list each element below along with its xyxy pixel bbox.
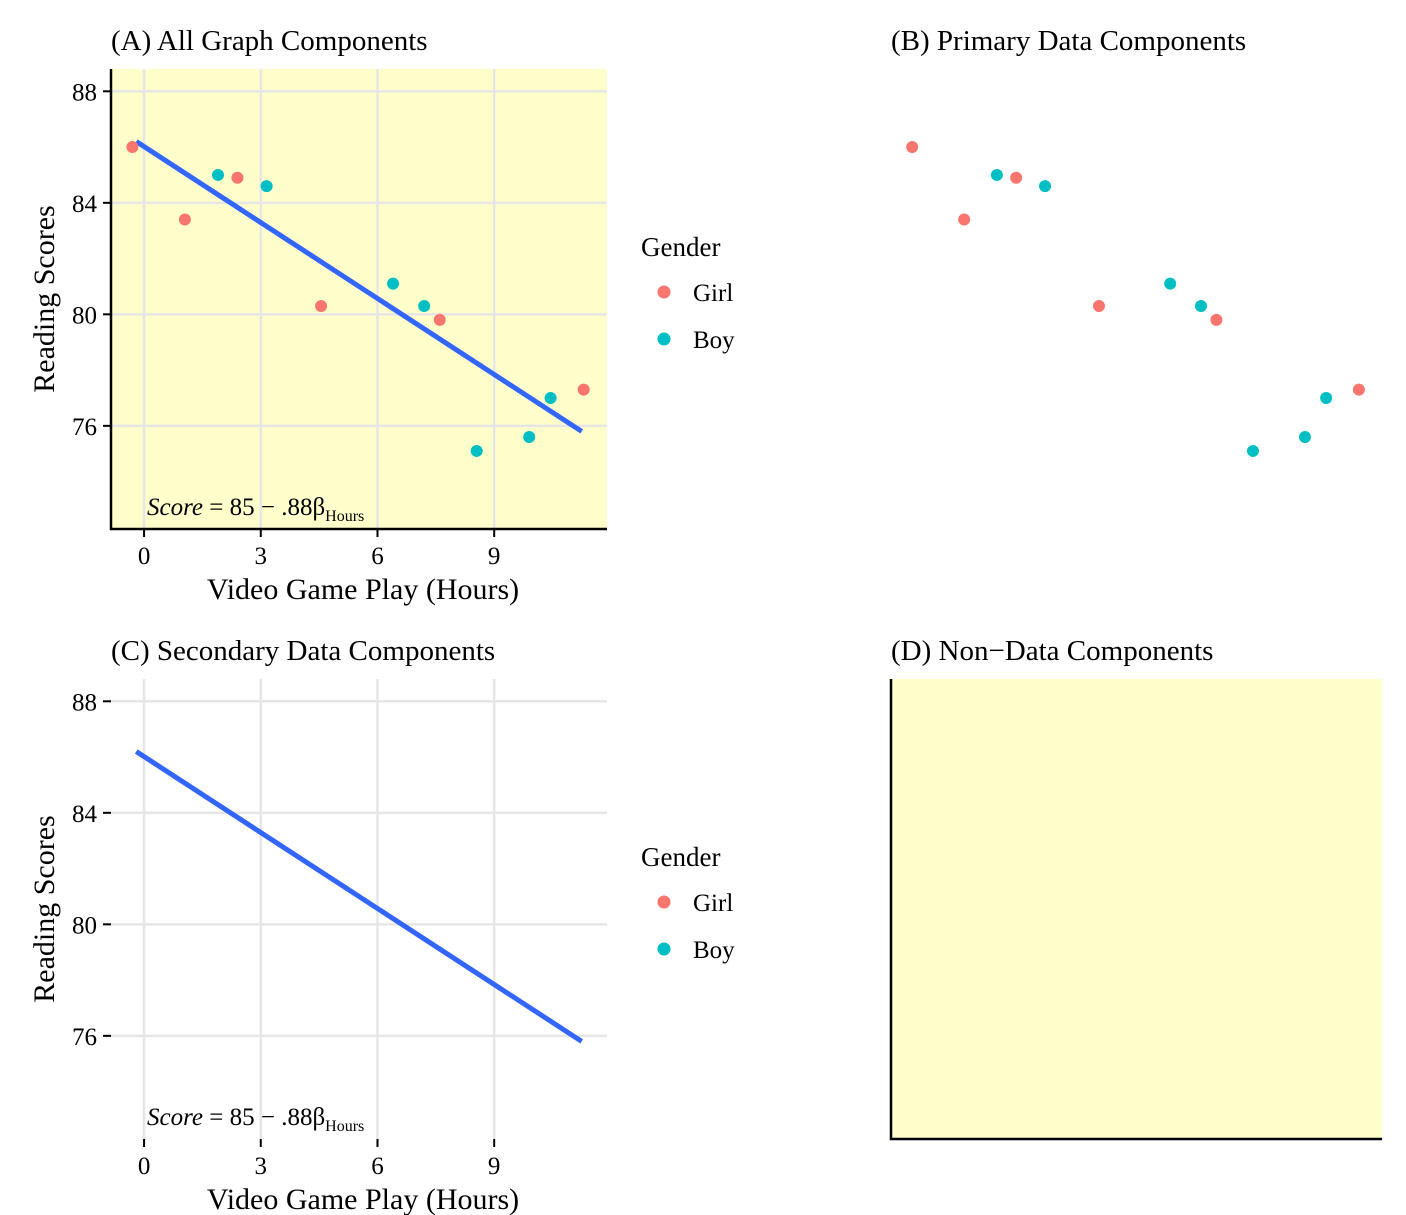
data-point-boy (387, 277, 400, 290)
data-point-girl (958, 213, 971, 226)
data-point-girl (1210, 313, 1223, 326)
x-axis-title: Video Game Play (Hours) (207, 1183, 519, 1215)
y-tick-label: 88 (72, 689, 97, 716)
legend-title: Gender (641, 842, 720, 872)
panel-title: (A) All Graph Components (111, 25, 428, 57)
data-point-girl (906, 141, 919, 154)
data-point-boy (1195, 299, 1208, 312)
equation-rhs: = 85 − .88β (203, 494, 325, 521)
panel-title: (D) Non−Data Components (891, 635, 1213, 667)
y-tick-label: 76 (72, 414, 97, 441)
data-point-girl (126, 141, 139, 154)
equation-annotation: Score = 85 − .88βHours (147, 494, 364, 525)
panel-background (891, 679, 1382, 1139)
panel-background (111, 69, 607, 529)
panel-a: (A) All Graph Components 76 80 84 88 0 3 6 9 Vide… (28, 25, 735, 606)
equation-lhs: Score (147, 494, 203, 521)
data-point-girl (577, 383, 590, 396)
regression-line (134, 749, 584, 1044)
equation-annotation: Score = 85 − .88βHours (147, 1104, 364, 1135)
y-axis-title: Reading Scores (28, 815, 61, 1002)
data-point-boy (1246, 444, 1259, 457)
equation-subscript: Hours (325, 1118, 364, 1135)
legend-label-girl: Girl (693, 890, 733, 917)
x-tick-label: 0 (138, 1153, 151, 1180)
legend-key-girl (657, 895, 671, 909)
y-axis-title: Reading Scores (28, 205, 61, 392)
x-tick-label: 9 (488, 1153, 501, 1180)
y-tick-label: 76 (72, 1024, 97, 1051)
y-tick-label: 88 (72, 79, 97, 106)
data-point-boy (990, 168, 1003, 181)
data-point-boy (1039, 180, 1052, 193)
data-point-boy (418, 299, 431, 312)
data-point-boy (1298, 431, 1311, 443)
data-point-boy (544, 391, 557, 404)
data-point-boy (1164, 277, 1177, 290)
legend-label-boy: Boy (693, 327, 735, 354)
panel-d: (D) Non−Data Components (889, 635, 1382, 1141)
data-point-girl (315, 299, 328, 312)
panel-title: (C) Secondary Data Components (111, 635, 495, 667)
legend: Gender Girl Boy (641, 842, 735, 964)
x-tick-label: 0 (138, 543, 151, 570)
y-tick-label: 80 (72, 912, 97, 939)
y-tick-label: 84 (72, 191, 98, 218)
panel-c: (C) Secondary Data Components 76 80 84 88 0 3 6… (28, 635, 735, 1215)
legend-label-boy: Boy (693, 937, 735, 964)
panel-b: (B) Primary Data Components (891, 25, 1365, 457)
data-point-boy (260, 180, 273, 193)
data-point-boy (211, 168, 224, 181)
data-point-boy (470, 444, 483, 457)
equation-rhs: = 85 − .88β (203, 1104, 325, 1131)
legend-key-boy (657, 942, 671, 956)
legend-key-boy (657, 332, 671, 346)
x-tick-label: 6 (371, 1153, 384, 1180)
data-point-boy (523, 431, 536, 443)
data-point-girl (178, 213, 191, 226)
legend-label-girl: Girl (693, 280, 733, 307)
x-tick-label: 3 (255, 543, 268, 570)
panel-title: (B) Primary Data Components (891, 25, 1246, 57)
legend-title: Gender (641, 232, 720, 262)
data-point-girl (231, 171, 244, 184)
y-tick-label: 84 (72, 801, 98, 828)
data-point-girl (1010, 171, 1023, 184)
y-tick-label: 80 (72, 302, 97, 329)
x-tick-label: 6 (371, 543, 384, 570)
equation-lhs: Score (147, 1104, 203, 1131)
regression-line (134, 139, 584, 434)
data-point-girl (433, 313, 446, 326)
x-axis-title: Video Game Play (Hours) (207, 573, 519, 606)
equation-subscript: Hours (325, 508, 364, 525)
legend: Gender Girl Boy (641, 232, 735, 354)
legend-key-girl (657, 285, 671, 299)
x-tick-label: 9 (488, 543, 501, 570)
x-tick-label: 3 (255, 1153, 268, 1180)
data-point-girl (1352, 383, 1365, 396)
data-point-girl (1092, 299, 1105, 312)
data-point-boy (1320, 391, 1333, 404)
